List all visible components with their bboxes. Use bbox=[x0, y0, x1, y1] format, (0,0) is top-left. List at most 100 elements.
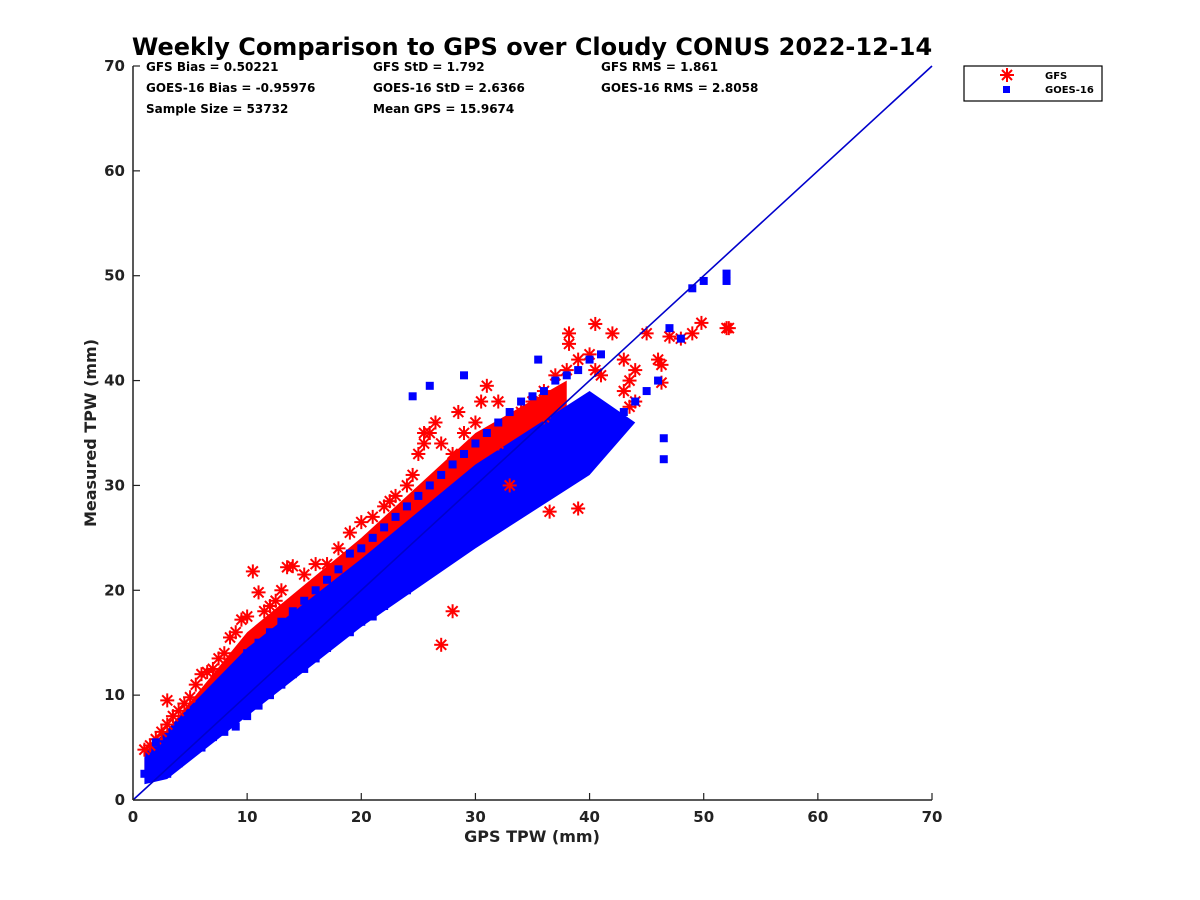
goes-16-point bbox=[334, 633, 343, 642]
goes-16-point bbox=[596, 429, 605, 437]
gfs-point bbox=[491, 394, 506, 409]
goes-16-point bbox=[300, 596, 309, 605]
gfs-point bbox=[616, 384, 631, 399]
goes-16-point bbox=[140, 769, 149, 778]
goes-16-point bbox=[357, 617, 366, 626]
goes-16-point bbox=[425, 481, 434, 490]
goes-16-point bbox=[471, 439, 480, 448]
goes-16-point bbox=[277, 680, 286, 689]
goes-16-point bbox=[380, 602, 389, 611]
points-layer bbox=[137, 269, 736, 785]
gfs-point bbox=[251, 585, 266, 600]
goes-16-point bbox=[311, 586, 320, 595]
stat-goes-rms: GOES-16 RMS = 2.8058 bbox=[601, 81, 758, 95]
y-tick-label: 70 bbox=[104, 57, 125, 75]
goes-16-point bbox=[494, 418, 503, 427]
y-tick-label: 50 bbox=[104, 267, 125, 285]
gfs-point bbox=[285, 559, 300, 574]
goes-16-point bbox=[408, 392, 417, 401]
gfs-point bbox=[388, 488, 403, 503]
y-tick-label: 10 bbox=[104, 686, 125, 704]
goes-16-point bbox=[174, 759, 183, 768]
gfs-point bbox=[622, 373, 637, 388]
goes-16-point bbox=[642, 387, 651, 396]
goes-16-point bbox=[288, 670, 297, 679]
legend-gfs-marker bbox=[1000, 68, 1014, 82]
goes-16-point bbox=[425, 565, 434, 574]
y-tick-label: 40 bbox=[104, 372, 125, 390]
goes-16-point bbox=[323, 575, 332, 584]
goes-16-point bbox=[402, 502, 411, 511]
goes-16-point bbox=[551, 470, 560, 479]
gfs-point bbox=[205, 661, 220, 676]
gfs-point bbox=[468, 415, 483, 430]
gfs-point bbox=[654, 357, 669, 372]
goes-16-point bbox=[323, 643, 332, 652]
gfs-point bbox=[297, 567, 312, 582]
goes-16-point bbox=[437, 560, 446, 569]
goes-16-point bbox=[197, 743, 206, 752]
gfs-point bbox=[445, 446, 460, 461]
gfs-point bbox=[331, 541, 346, 556]
goes-16-point bbox=[414, 575, 423, 584]
gfs-point bbox=[342, 525, 357, 540]
gfs-point bbox=[571, 501, 586, 516]
goes-16-point bbox=[265, 628, 274, 637]
gfs-point bbox=[354, 515, 369, 530]
gfs-point bbox=[542, 504, 557, 519]
gfs-point bbox=[428, 415, 443, 430]
x-tick-label: 20 bbox=[351, 808, 372, 826]
goes-16-point bbox=[688, 284, 697, 293]
x-tick-label: 0 bbox=[128, 808, 138, 826]
goes-16-point bbox=[722, 269, 731, 278]
x-tick-label: 10 bbox=[237, 808, 258, 826]
one-to-one-line bbox=[132, 65, 933, 801]
gfs-point bbox=[479, 378, 494, 393]
gfs-point bbox=[451, 405, 466, 420]
gfs-point bbox=[365, 509, 380, 524]
x-ticks: 0 10 20 30 40 50 60 70 bbox=[128, 793, 942, 826]
legend: GFS GOES-16 bbox=[963, 65, 1103, 102]
goes-16-point bbox=[345, 549, 354, 558]
gfs-point bbox=[171, 703, 186, 718]
goes-16-point bbox=[380, 523, 389, 532]
chart-title: Weekly Comparison to GPS over Cloudy CON… bbox=[132, 33, 932, 61]
gfs-point bbox=[422, 426, 437, 440]
goes-16-point bbox=[528, 491, 537, 500]
stat-goes-std: GOES-16 StD = 2.6366 bbox=[373, 81, 525, 95]
x-tick-label: 30 bbox=[465, 808, 486, 826]
goes-16-point bbox=[551, 376, 560, 385]
x-axis-label: GPS TPW (mm) bbox=[464, 827, 600, 846]
goes-16-point bbox=[186, 748, 195, 757]
goes-16-point bbox=[168, 733, 177, 742]
stat-mean-gps: Mean GPS = 15.9674 bbox=[373, 102, 514, 116]
gfs-point bbox=[588, 316, 603, 331]
gfs-point bbox=[502, 415, 517, 430]
gfs-point bbox=[685, 326, 700, 341]
goes-16-point bbox=[460, 449, 469, 458]
goes-16-point bbox=[619, 408, 628, 417]
goes-16-point bbox=[334, 565, 343, 574]
gfs-point bbox=[268, 593, 283, 608]
goes-16-point bbox=[517, 397, 526, 406]
gfs-point bbox=[445, 604, 460, 619]
gfs-point bbox=[605, 326, 620, 341]
stat-gfs-std: GFS StD = 1.792 bbox=[373, 60, 485, 74]
gfs-point bbox=[514, 405, 529, 420]
gfs-point bbox=[434, 436, 449, 451]
goes-16-point bbox=[300, 664, 309, 673]
goes-16-point bbox=[562, 460, 571, 469]
gfs-point bbox=[474, 394, 489, 409]
goes-16-point bbox=[402, 586, 411, 595]
goes-16-point bbox=[391, 591, 400, 600]
goes-16-point bbox=[608, 418, 617, 427]
goes-16-point bbox=[676, 334, 685, 343]
gfs-point bbox=[616, 352, 631, 367]
goes-16-point bbox=[659, 455, 668, 464]
gfs-point bbox=[274, 583, 289, 598]
y-tick-label: 60 bbox=[104, 162, 125, 180]
y-tick-label: 30 bbox=[104, 476, 125, 494]
goes-16-point bbox=[631, 397, 640, 406]
gfs-point bbox=[320, 557, 335, 572]
